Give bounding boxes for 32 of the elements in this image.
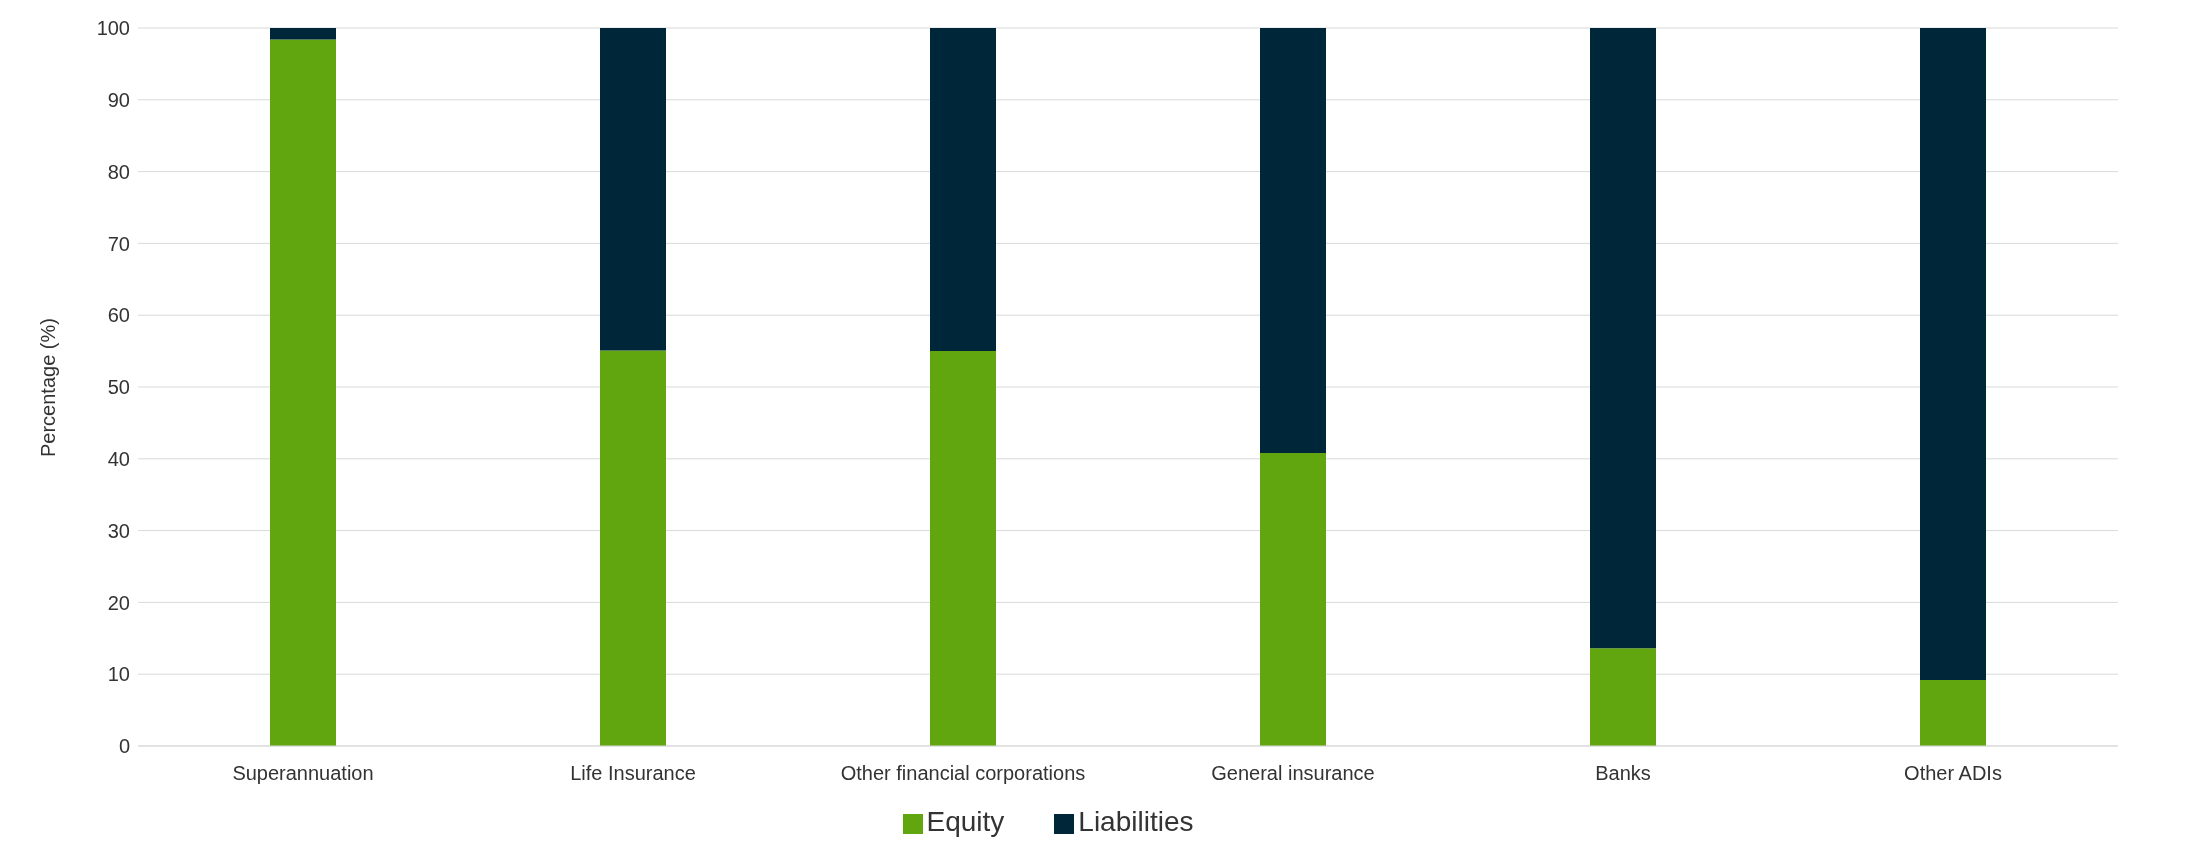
legend-label: Equity (926, 806, 1005, 837)
x-tick-label: Life Insurance (570, 762, 696, 785)
legend-label: Liabilities (1078, 806, 1194, 837)
y-tick-label: 50 (107, 376, 130, 399)
bar (930, 28, 996, 352)
y-tick-label: 20 (107, 591, 130, 614)
y-tick-label: 100 (96, 17, 130, 40)
bar (1920, 28, 1986, 680)
bar (1590, 28, 1656, 649)
y-tick-label: 80 (107, 160, 130, 183)
y-tick-label: 60 (107, 304, 130, 327)
bar (600, 28, 666, 351)
bar (270, 39, 336, 746)
x-tick-label: Banks (1595, 762, 1651, 785)
y-tick-label: 90 (107, 88, 130, 111)
bar (600, 350, 666, 746)
bar (270, 28, 336, 40)
x-tick-label: Other ADIs (1904, 762, 2002, 785)
bar (930, 351, 996, 746)
y-axis-title: Percentage (%) (37, 318, 60, 457)
y-tick-label: 10 (107, 663, 130, 686)
bar (1920, 679, 1986, 746)
y-tick-label: 40 (107, 447, 130, 470)
bar (1590, 648, 1656, 746)
y-tick-label: 30 (107, 519, 130, 542)
x-tick-label: General insurance (1211, 762, 1375, 785)
bar (1260, 28, 1326, 454)
bar (1260, 453, 1326, 746)
x-tick-label: Other financial corporations (840, 762, 1086, 785)
y-tick-label: 70 (107, 232, 130, 255)
x-tick-label: Superannuation (232, 762, 374, 785)
y-tick-label: 0 (118, 735, 130, 758)
